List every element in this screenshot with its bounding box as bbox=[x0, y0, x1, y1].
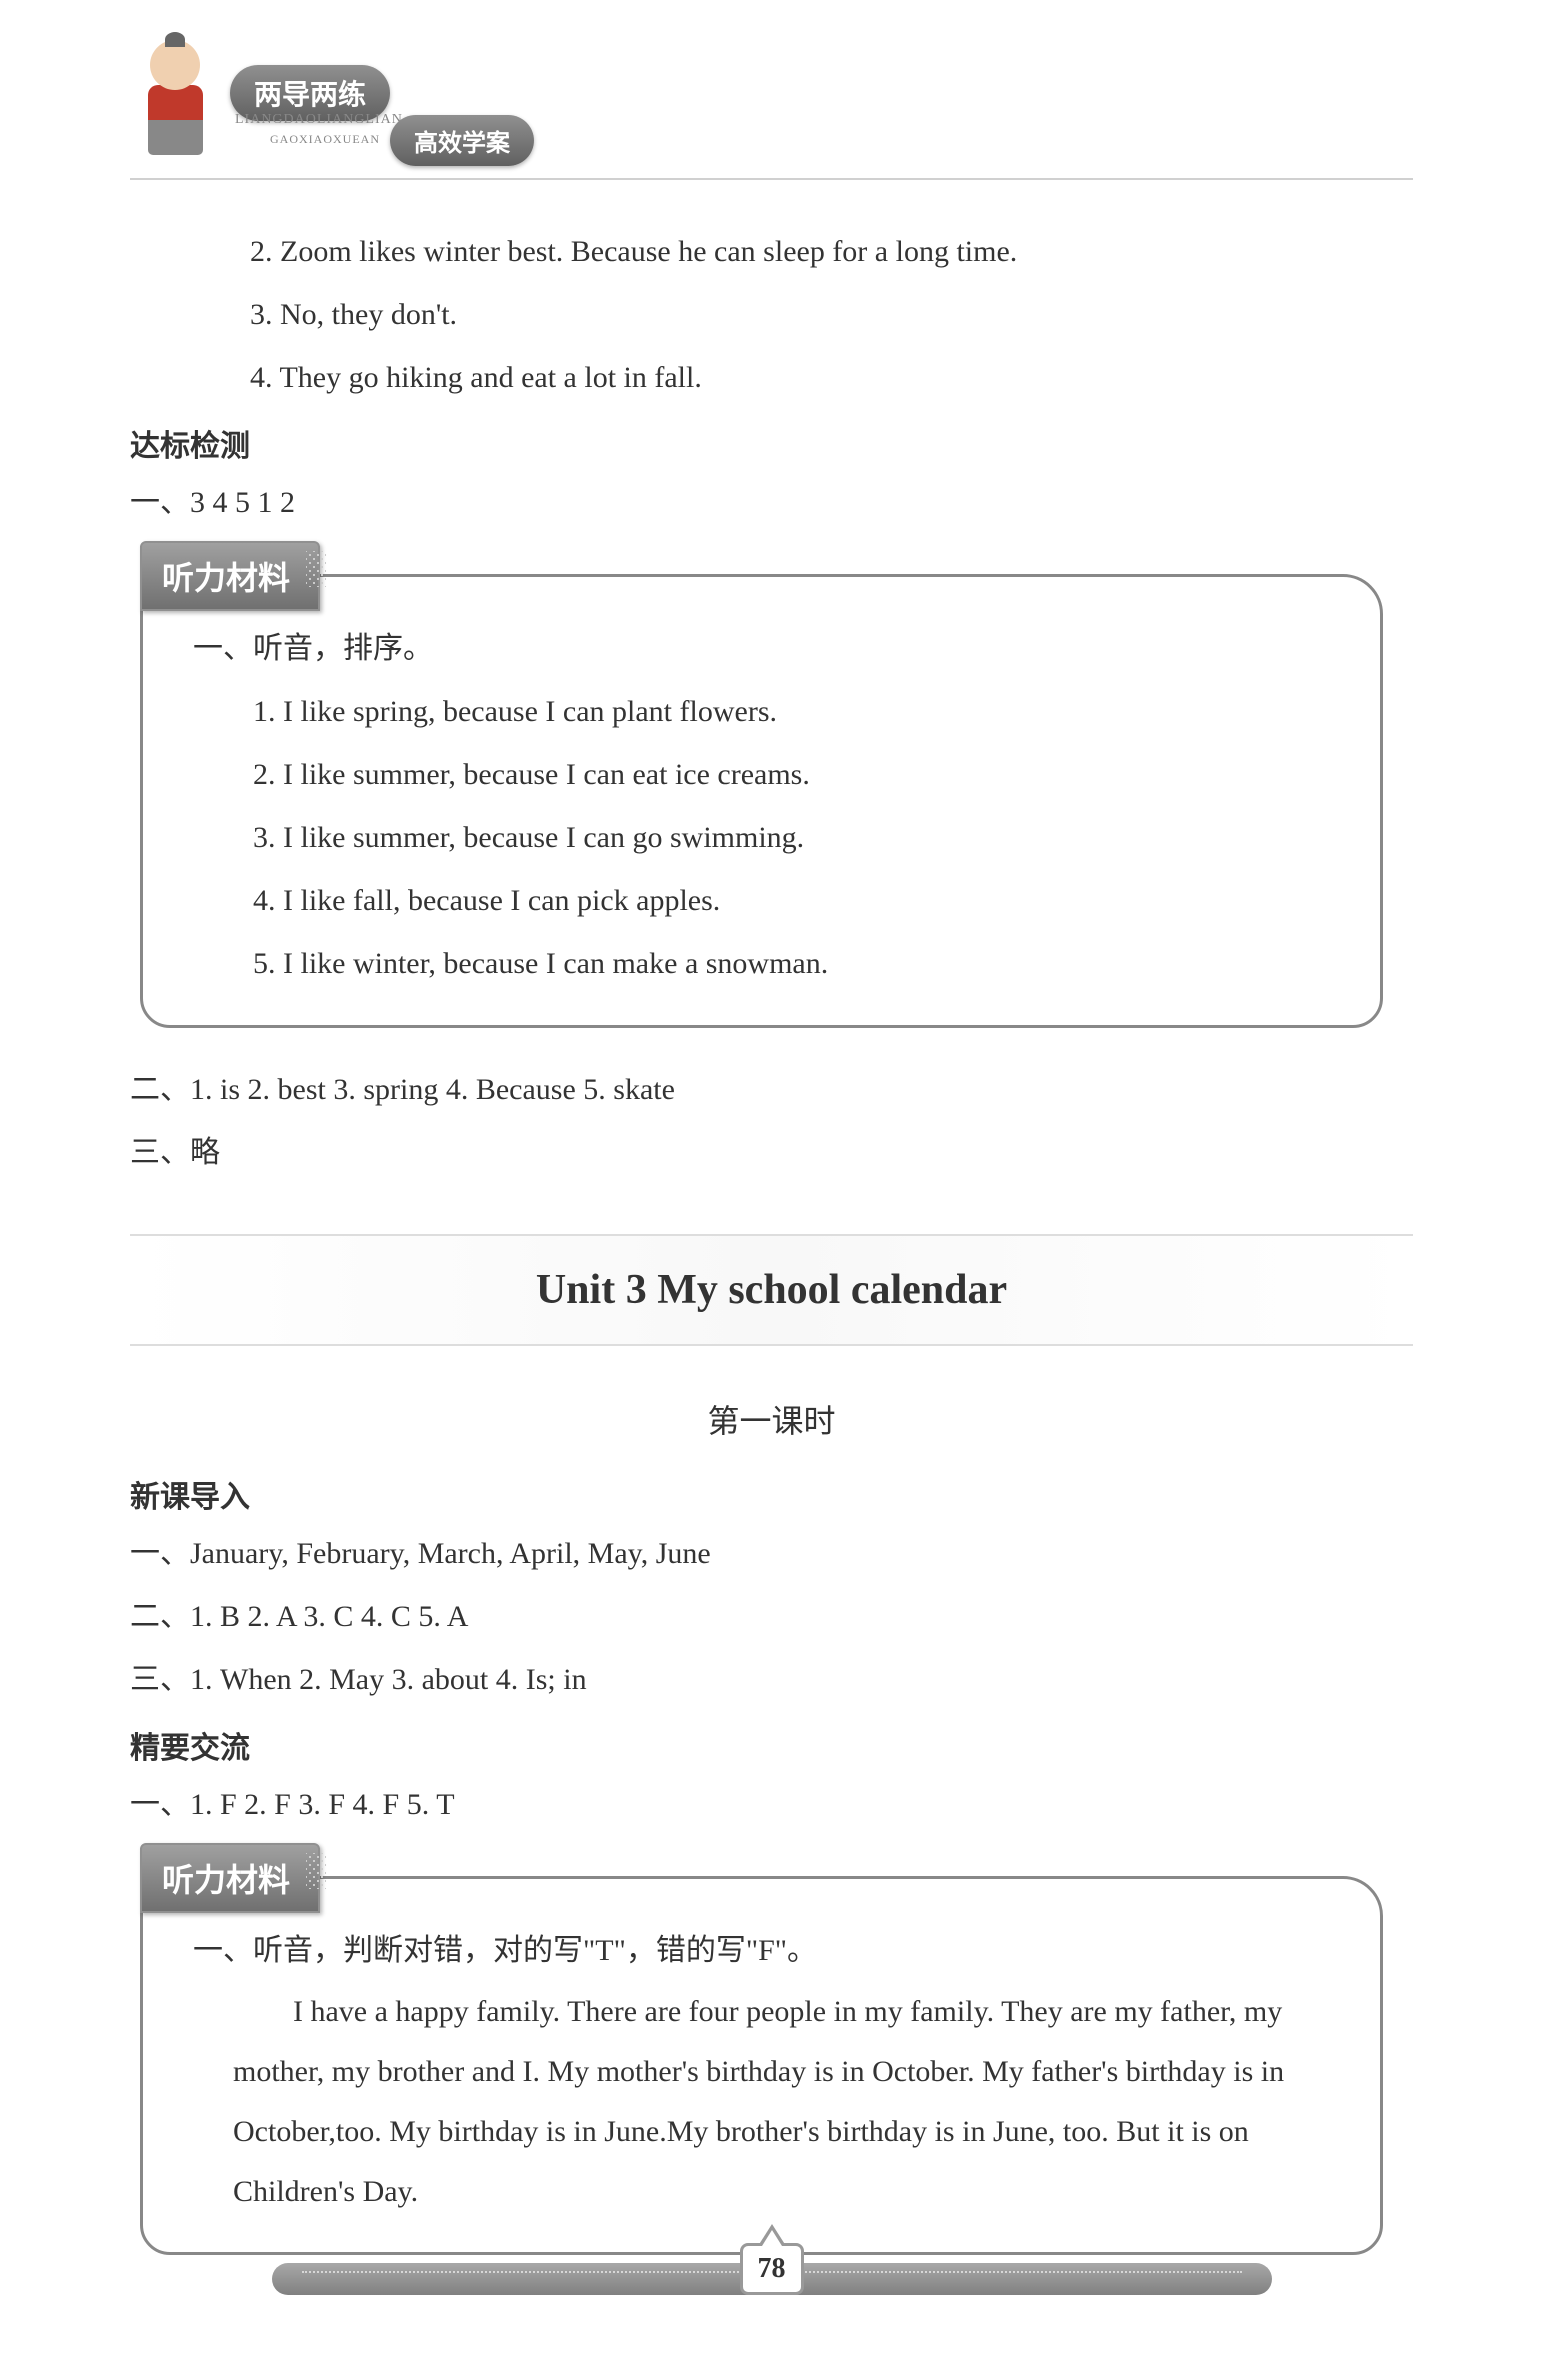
after-box-line-3: 三、略 bbox=[130, 1121, 1413, 1184]
listening1-item-1: 1. I like spring, because I can plant fl… bbox=[253, 680, 1340, 743]
pinyin-text-2: GAOXIAOXUEAN bbox=[270, 132, 380, 147]
mascot-icon bbox=[130, 40, 220, 170]
jingyao-heading: 精要交流 bbox=[130, 1723, 1413, 1767]
listening-box-1: 听力材料 一、听音，排序。 1. I like spring, because … bbox=[140, 574, 1383, 1028]
listening1-item-4: 4. I like fall, because I can pick apple… bbox=[253, 869, 1340, 932]
after-box-line-2: 二、1. is 2. best 3. spring 4. Because 5. … bbox=[130, 1058, 1413, 1121]
answer-line-4: 4. They go hiking and eat a lot in fall. bbox=[250, 346, 1413, 409]
dabiao-heading: 达标检测 bbox=[130, 421, 1413, 465]
jingyao-line-1: 一、1. F 2. F 3. F 4. F 5. T bbox=[130, 1773, 1413, 1836]
listening-tab-1: 听力材料 bbox=[140, 541, 320, 611]
listening-box-2: 听力材料 一、听音，判断对错，对的写"T"，错的写"F"。 I have a h… bbox=[140, 1876, 1383, 2255]
page-footer: 78 bbox=[272, 2263, 1272, 2295]
page-container: 两导两练 LIANGDAOLIANGLIAN GAOXIAOXUEAN 高效学案… bbox=[0, 0, 1543, 2365]
listening-tab-2: 听力材料 bbox=[140, 1843, 320, 1913]
listening2-paragraph: I have a happy family. There are four pe… bbox=[233, 1982, 1340, 2222]
answer-line-2: 2. Zoom likes winter best. Because he ca… bbox=[250, 220, 1413, 283]
pinyin-text-1: LIANGDAOLIANGLIAN bbox=[235, 112, 403, 128]
lesson-title: 第一课时 bbox=[130, 1396, 1413, 1442]
page-number: 78 bbox=[740, 2243, 804, 2295]
header-banner: 两导两练 LIANGDAOLIANGLIAN GAOXIAOXUEAN 高效学案 bbox=[130, 60, 1413, 180]
listening1-item-3: 3. I like summer, because I can go swimm… bbox=[253, 806, 1340, 869]
xinke-line-1: 一、January, February, March, April, May, … bbox=[130, 1522, 1413, 1585]
listening1-item-2: 2. I like summer, because I can eat ice … bbox=[253, 743, 1340, 806]
dabiao-line-1: 一、3 4 5 1 2 bbox=[130, 471, 1413, 534]
xinke-line-2: 二、1. B 2. A 3. C 4. C 5. A bbox=[130, 1585, 1413, 1648]
listening1-title: 一、听音，排序。 bbox=[193, 617, 1340, 680]
unit-title: Unit 3 My school calendar bbox=[130, 1234, 1413, 1346]
badge-secondary: 高效学案 bbox=[390, 115, 534, 166]
xinke-line-3: 三、1. When 2. May 3. about 4. Is; in bbox=[130, 1648, 1413, 1711]
answer-line-3: 3. No, they don't. bbox=[250, 283, 1413, 346]
listening1-item-5: 5. I like winter, because I can make a s… bbox=[253, 932, 1340, 995]
xinke-heading: 新课导入 bbox=[130, 1472, 1413, 1516]
listening2-title: 一、听音，判断对错，对的写"T"，错的写"F"。 bbox=[193, 1919, 1340, 1982]
